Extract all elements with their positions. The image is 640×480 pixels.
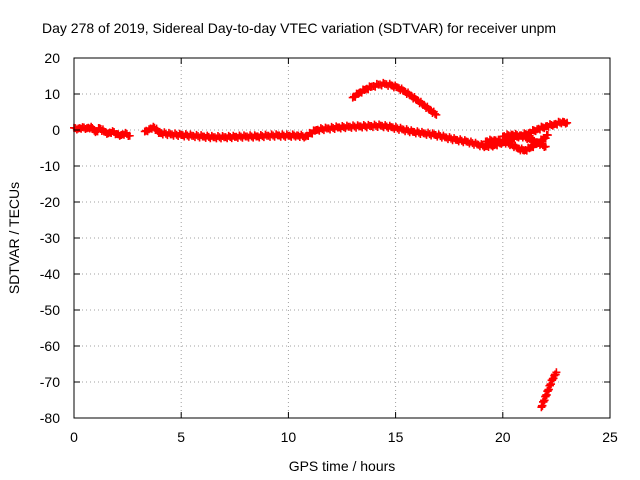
x-axis-label: GPS time / hours — [289, 458, 396, 474]
data-point — [125, 131, 134, 140]
series-sdtvar-main-track — [70, 117, 572, 152]
y-tick-label: -20 — [40, 194, 60, 210]
data-point — [74, 124, 86, 133]
y-tick-label: -50 — [40, 302, 60, 318]
x-tick-label: 0 — [70, 429, 78, 445]
data-point — [425, 105, 440, 118]
data-point — [440, 133, 459, 145]
y-tick-label: -30 — [40, 230, 60, 246]
y-tick-label: 10 — [44, 86, 60, 102]
y-tick-labels: 20 10 0 -10 -20 -30 -40 -50 -60 -70 -80 — [40, 50, 60, 426]
data-point — [220, 131, 238, 143]
data-point — [543, 131, 552, 140]
series-sdtvar-descending-branch — [498, 129, 550, 152]
data-point — [432, 110, 441, 119]
data-point — [563, 118, 572, 127]
series-sdtvar-arc — [348, 78, 441, 119]
data-point — [348, 89, 362, 102]
series-sdtvar-outlier — [537, 368, 561, 412]
y-tick-label: -60 — [40, 338, 60, 354]
data-point — [552, 368, 561, 377]
y-tick-label: -40 — [40, 266, 60, 282]
chart-title: Day 278 of 2019, Sidereal Day-to-day VTE… — [42, 20, 556, 36]
x-tick-labels: 0 5 10 15 20 25 — [70, 429, 618, 445]
y-tick-label: 0 — [52, 122, 60, 138]
y-tick-label: -80 — [40, 410, 60, 426]
y-tick-label: -70 — [40, 374, 60, 390]
data-point — [155, 128, 173, 140]
data-point — [177, 130, 195, 141]
y-tick-label: -10 — [40, 158, 60, 174]
data-point — [187, 130, 206, 142]
grid-lines — [74, 58, 610, 418]
data-point — [473, 140, 489, 152]
x-tick-label: 25 — [602, 429, 618, 445]
y-tick-label: 20 — [44, 50, 60, 66]
x-tick-label: 5 — [177, 429, 185, 445]
y-axis-label: SDTVAR / TECUs — [6, 182, 22, 294]
data-points — [70, 78, 572, 412]
data-point — [284, 130, 300, 141]
data-point — [166, 129, 184, 141]
data-point — [541, 142, 550, 151]
data-point — [406, 91, 420, 104]
x-tick-label: 20 — [495, 429, 511, 445]
data-point — [374, 78, 388, 90]
plot-frame — [73, 57, 611, 419]
x-tick-label: 15 — [388, 429, 404, 445]
x-tick-label: 10 — [281, 429, 297, 445]
